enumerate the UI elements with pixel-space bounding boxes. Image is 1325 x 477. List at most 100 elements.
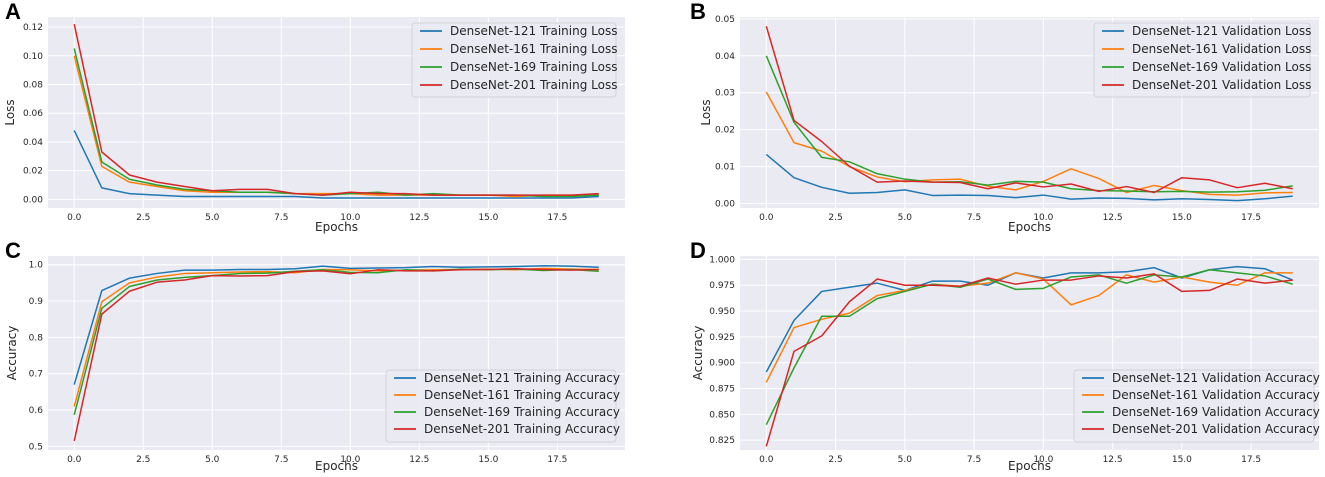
legend-label: DenseNet-169 Validation Loss <box>1132 60 1311 74</box>
x-tick-label: 5.0 <box>898 455 913 465</box>
panel-b: B 0.0 2.5 5.0 7.5 10.0 12.5 15.0 17.5 0.000.010… <box>690 0 1319 234</box>
y-tick-label: 0.9 <box>29 297 44 307</box>
x-tick-label: 17.5 <box>1241 455 1261 465</box>
y-tick-label: 0.02 <box>715 126 735 136</box>
y-tick-label: 0.850 <box>709 410 735 420</box>
x-ticks-b: 0.0 2.5 5.0 7.5 10.0 12.5 15.0 17.5 <box>759 213 1261 223</box>
legend-a: DenseNet-121 Training Loss DenseNet-161 T… <box>411 22 617 98</box>
series-line-4 <box>73 267 599 442</box>
y-tick-label: 0.8 <box>29 333 44 343</box>
x-tick-label: 10.0 <box>340 213 360 223</box>
y-tick-label: 0.03 <box>715 89 735 99</box>
gridlines-b <box>740 17 1319 208</box>
y-tick-label: 0.975 <box>709 281 735 291</box>
x-tick-label: 17.5 <box>547 455 567 465</box>
legend-label: DenseNet-161 Training Accuracy <box>424 388 620 402</box>
y-tick-label: 0.825 <box>709 436 735 446</box>
x-tick-label: 7.5 <box>274 213 288 223</box>
x-tick-label: 7.5 <box>967 213 981 223</box>
series-c <box>73 265 599 442</box>
x-tick-label: 0.0 <box>759 213 774 223</box>
x-tick-label: 7.5 <box>967 455 981 465</box>
series-line-3 <box>765 268 1293 426</box>
x-tick-label: 15.0 <box>478 213 498 223</box>
panel-letter-c: C <box>5 238 21 263</box>
legend-label: DenseNet-121 Validation Loss <box>1132 24 1311 38</box>
x-tick-label: 12.5 <box>409 213 429 223</box>
series-d <box>765 265 1293 447</box>
legend-label: DenseNet-201 Validation Loss <box>1132 78 1311 92</box>
y-axis-label-d: Accuracy <box>691 326 705 381</box>
x-tick-label: 0.0 <box>67 213 82 223</box>
x-tick-label: 7.5 <box>274 455 288 465</box>
y-tick-label: 0.950 <box>709 307 735 317</box>
x-ticks-a: 0.0 2.5 5.0 7.5 10.0 12.5 15.0 17.5 <box>67 213 567 223</box>
panel-letter-d: D <box>690 238 706 263</box>
legend-label: DenseNet-121 Validation Accuracy <box>1112 371 1320 385</box>
y-tick-label: 0.900 <box>709 359 735 369</box>
y-tick-label: 0.08 <box>23 80 43 90</box>
y-tick-label: 0.5 <box>29 442 43 452</box>
y-tick-label: 0.02 <box>23 167 43 177</box>
x-tick-label: 10.0 <box>340 455 360 465</box>
x-tick-label: 5.0 <box>205 213 220 223</box>
x-tick-label: 2.5 <box>828 213 842 223</box>
legend-label: DenseNet-169 Validation Accuracy <box>1112 405 1320 419</box>
x-axis-label-a: Epochs <box>315 220 358 234</box>
series-line-4 <box>765 273 1293 447</box>
series-line-4 <box>765 26 1293 194</box>
x-axis-label-c: Epochs <box>315 459 358 473</box>
y-tick-label: 0.00 <box>715 200 735 210</box>
series-line-1 <box>73 130 599 199</box>
series-line-1 <box>765 153 1293 202</box>
series-line-3 <box>765 55 1293 193</box>
x-tick-label: 12.5 <box>1103 455 1123 465</box>
y-tick-label: 0.925 <box>709 333 735 343</box>
x-tick-label: 15.0 <box>1172 455 1192 465</box>
legend-label: DenseNet-201 Validation Accuracy <box>1112 422 1320 436</box>
panel-letter-a: A <box>5 0 21 24</box>
y-tick-label: 0.12 <box>23 23 43 33</box>
panel-letter-b: B <box>690 0 706 24</box>
y-tick-label: 0.875 <box>709 385 735 395</box>
x-tick-label: 15.0 <box>478 455 498 465</box>
x-axis-label-d: Epochs <box>1008 459 1051 473</box>
legend-label: DenseNet-121 Training Accuracy <box>424 371 620 385</box>
y-tick-label: 0.06 <box>23 109 43 119</box>
y-tick-label: 0.10 <box>23 52 43 62</box>
series-line-2 <box>765 272 1293 383</box>
y-ticks-d: 0.825 0.850 0.875 0.900 0.925 0.950 0.975 1.000 <box>709 255 735 446</box>
legend-label: DenseNet-161 Training Loss <box>450 42 617 56</box>
legend-label: DenseNet-201 Training Loss <box>450 78 617 92</box>
x-tick-label: 10.0 <box>1033 213 1053 223</box>
series-b <box>765 26 1293 202</box>
legend-b: DenseNet-121 Validation Loss DenseNet-161… <box>1093 22 1311 98</box>
x-axis-label-b: Epochs <box>1008 220 1051 234</box>
series-line-4 <box>73 24 599 196</box>
panel-d: D 0.0 2.5 5.0 7.5 10.0 12.5 15.0 17.5 0.825 0.85… <box>690 238 1320 473</box>
y-ticks-c: 0.5 0.6 0.7 0.8 0.9 1.0 <box>29 261 44 453</box>
x-tick-label: 2.5 <box>136 213 150 223</box>
x-tick-label: 0.0 <box>759 455 774 465</box>
legend-label: DenseNet-169 Training Loss <box>450 60 617 74</box>
y-tick-label: 0.6 <box>29 406 44 416</box>
x-ticks-d: 0.0 2.5 5.0 7.5 10.0 12.5 15.0 17.5 <box>759 455 1261 465</box>
y-tick-label: 0.04 <box>23 138 43 148</box>
panel-c: C 0.0 2.5 5.0 7.5 10.0 12.5 15.0 17.5 0.5 0.6 0.7… <box>5 238 625 473</box>
x-tick-label: 5.0 <box>205 455 220 465</box>
legend-label: DenseNet-121 Training Loss <box>450 24 617 38</box>
x-tick-label: 12.5 <box>1103 213 1123 223</box>
y-axis-label-c: Accuracy <box>5 326 19 381</box>
x-tick-label: 17.5 <box>1241 213 1261 223</box>
panel-a: A 0.0 2.5 5.0 7.5 10.0 12.5 15.0 17.5 0.000.020… <box>3 0 625 234</box>
x-tick-label: 2.5 <box>136 455 150 465</box>
y-tick-label: 0.7 <box>29 370 43 380</box>
y-tick-label: 1.000 <box>709 255 735 265</box>
x-ticks-c: 0.0 2.5 5.0 7.5 10.0 12.5 15.0 17.5 <box>67 455 567 465</box>
legend-d: DenseNet-121 Validation Accuracy DenseNet… <box>1073 369 1320 443</box>
y-ticks-a: 0.00 0.02 0.04 0.06 0.08 0.10 0.12 <box>23 23 43 205</box>
y-tick-label: 1.0 <box>29 261 44 271</box>
legend-label: DenseNet-161 Validation Loss <box>1132 42 1311 56</box>
y-tick-label: 0.05 <box>715 15 735 25</box>
